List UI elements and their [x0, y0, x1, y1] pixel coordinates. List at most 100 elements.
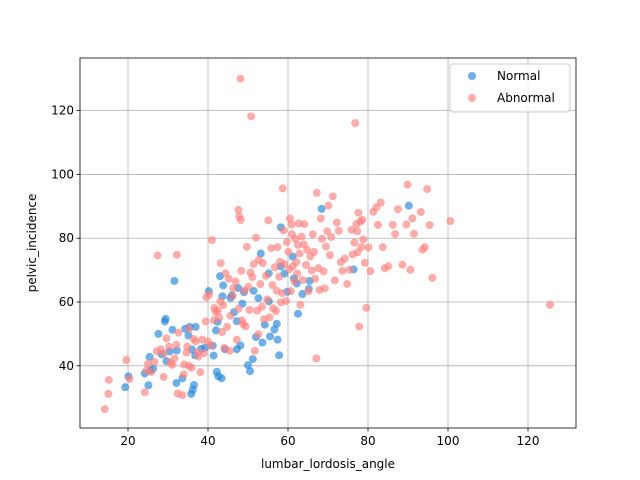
y-tick-label: 100	[51, 167, 74, 181]
point-abnormal	[290, 277, 299, 286]
point-abnormal	[263, 295, 272, 304]
point-abnormal	[353, 227, 362, 236]
point-normal	[170, 276, 179, 285]
point-abnormal	[376, 198, 385, 207]
point-abnormal	[252, 233, 260, 242]
point-normal	[298, 290, 307, 299]
point-abnormal	[208, 236, 216, 245]
point-abnormal	[265, 313, 274, 322]
point-abnormal	[280, 260, 289, 269]
point-abnormal	[320, 284, 329, 293]
point-normal	[254, 294, 263, 303]
point-abnormal	[147, 367, 156, 376]
point-abnormal	[234, 304, 243, 313]
point-abnormal	[224, 274, 233, 283]
point-abnormal	[122, 356, 131, 365]
point-abnormal	[256, 280, 265, 289]
point-abnormal	[416, 208, 425, 217]
point-abnormal	[312, 188, 321, 197]
point-normal	[244, 361, 252, 370]
point-abnormal	[244, 282, 253, 291]
point-abnormal	[250, 346, 259, 355]
point-normal	[317, 204, 326, 213]
point-abnormal	[223, 322, 232, 331]
point-abnormal	[258, 302, 266, 311]
point-abnormal	[159, 372, 168, 381]
x-tick-label: 120	[517, 434, 540, 448]
point-abnormal	[267, 244, 276, 253]
point-abnormal	[236, 74, 245, 83]
point-abnormal	[358, 215, 367, 224]
point-abnormal	[420, 243, 429, 252]
point-normal	[168, 325, 177, 334]
point-normal	[161, 314, 170, 323]
point-abnormal	[282, 238, 291, 247]
legend-label-normal: Normal	[497, 69, 540, 83]
point-abnormal	[278, 289, 286, 298]
point-abnormal	[178, 391, 187, 400]
point-abnormal	[334, 226, 343, 235]
point-abnormal	[446, 216, 455, 225]
point-abnormal	[374, 220, 382, 229]
x-tick-label: 60	[280, 434, 295, 448]
point-abnormal	[311, 274, 320, 283]
point-abnormal	[388, 220, 397, 229]
point-abnormal	[242, 242, 251, 251]
point-abnormal	[332, 218, 341, 227]
point-abnormal	[248, 273, 257, 282]
point-abnormal	[162, 334, 171, 343]
point-abnormal	[125, 374, 134, 383]
point-abnormal	[172, 340, 181, 349]
point-abnormal	[350, 238, 359, 247]
point-abnormal	[428, 273, 437, 282]
x-tick-label: 40	[200, 434, 215, 448]
point-normal	[258, 338, 267, 347]
y-tick-label: 60	[59, 295, 74, 309]
data-points	[100, 74, 554, 414]
point-abnormal	[326, 251, 334, 260]
point-abnormal	[294, 240, 302, 249]
point-abnormal	[546, 300, 554, 309]
point-abnormal	[303, 246, 312, 255]
point-abnormal	[297, 232, 306, 241]
point-abnormal	[219, 301, 228, 310]
point-abnormal	[231, 277, 240, 286]
point-abnormal	[327, 232, 336, 241]
legend: Normal Abnormal	[449, 63, 571, 113]
legend-label-abnormal: Abnormal	[497, 91, 555, 105]
point-normal	[219, 281, 228, 290]
point-abnormal	[201, 317, 210, 326]
point-abnormal	[182, 348, 191, 357]
point-abnormal	[295, 249, 304, 258]
point-abnormal	[323, 227, 332, 236]
point-abnormal	[425, 221, 434, 230]
point-abnormal	[316, 214, 325, 223]
point-abnormal	[104, 389, 113, 398]
point-abnormal	[340, 254, 349, 263]
point-abnormal	[408, 214, 417, 223]
point-abnormal	[359, 235, 368, 244]
point-abnormal	[174, 328, 183, 337]
point-abnormal	[345, 265, 354, 274]
point-normal	[172, 379, 181, 388]
point-abnormal	[275, 272, 284, 281]
point-abnormal	[292, 258, 301, 267]
point-abnormal	[270, 263, 279, 272]
point-abnormal	[364, 243, 373, 252]
point-abnormal	[286, 287, 295, 296]
point-abnormal	[216, 259, 225, 268]
point-abnormal	[206, 341, 215, 350]
point-abnormal	[287, 220, 296, 229]
point-abnormal	[264, 216, 273, 225]
point-normal	[246, 367, 254, 376]
point-abnormal	[185, 324, 194, 333]
point-abnormal	[228, 292, 237, 301]
point-abnormal	[406, 265, 415, 274]
point-abnormal	[319, 267, 328, 276]
point-abnormal	[225, 346, 234, 355]
point-normal	[190, 380, 198, 389]
series-abnormal	[100, 74, 554, 414]
point-normal	[121, 383, 130, 392]
point-abnormal	[215, 313, 224, 322]
point-abnormal	[362, 303, 371, 312]
